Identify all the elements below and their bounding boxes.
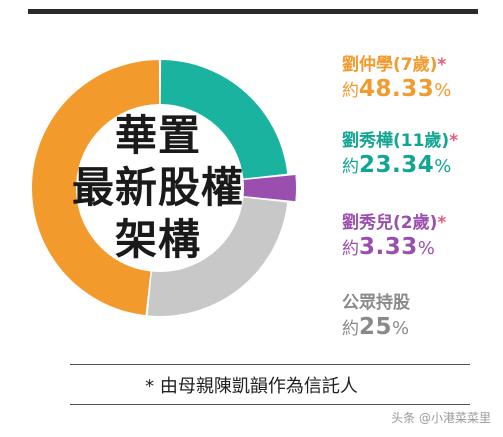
footer-top-rule bbox=[70, 364, 470, 365]
donut-slice-0 bbox=[32, 60, 160, 316]
legend-name: 劉秀兒(2歲)* bbox=[342, 213, 447, 233]
legend-name: 公眾持股 bbox=[342, 293, 410, 313]
legend-percent: 約3.33% bbox=[342, 234, 435, 260]
legend-item-liu-sau-yi: 劉秀兒(2歲)* 約3.33% bbox=[342, 208, 502, 260]
chart-title: 華置 最新股權 架構 bbox=[70, 110, 246, 266]
legend-percent: 約25% bbox=[342, 314, 410, 340]
legend-name: 劉仲學(7歲)* bbox=[342, 55, 447, 75]
legend-item-liu-chung-hok: 劉仲學(7歲)* 約48.33% bbox=[342, 50, 502, 102]
legend-item-public-float: 公眾持股 約25% bbox=[342, 288, 502, 340]
top-rule bbox=[28, 9, 478, 14]
title-line-1: 華置 bbox=[114, 111, 201, 160]
donut-slice-1 bbox=[160, 60, 288, 179]
legend-percent: 約48.33% bbox=[342, 76, 452, 102]
legend-percent: 約23.34% bbox=[342, 152, 452, 178]
legend-item-liu-sau-wa: 劉秀樺(11歲)* 約23.34% bbox=[342, 126, 502, 178]
legend-name: 劉秀樺(11歲)* bbox=[342, 131, 459, 151]
donut-slice-2 bbox=[243, 175, 297, 202]
footer-note: * 由母親陳凱韻作為信託人 bbox=[145, 376, 358, 397]
footer-bottom-rule bbox=[70, 404, 470, 405]
donut-slice-3 bbox=[147, 197, 288, 317]
title-line-3: 架構 bbox=[114, 215, 201, 264]
donut-chart bbox=[32, 60, 297, 317]
title-line-2: 最新股權 bbox=[71, 163, 244, 212]
watermark: 头条 @小港菜菜里 bbox=[391, 411, 491, 425]
